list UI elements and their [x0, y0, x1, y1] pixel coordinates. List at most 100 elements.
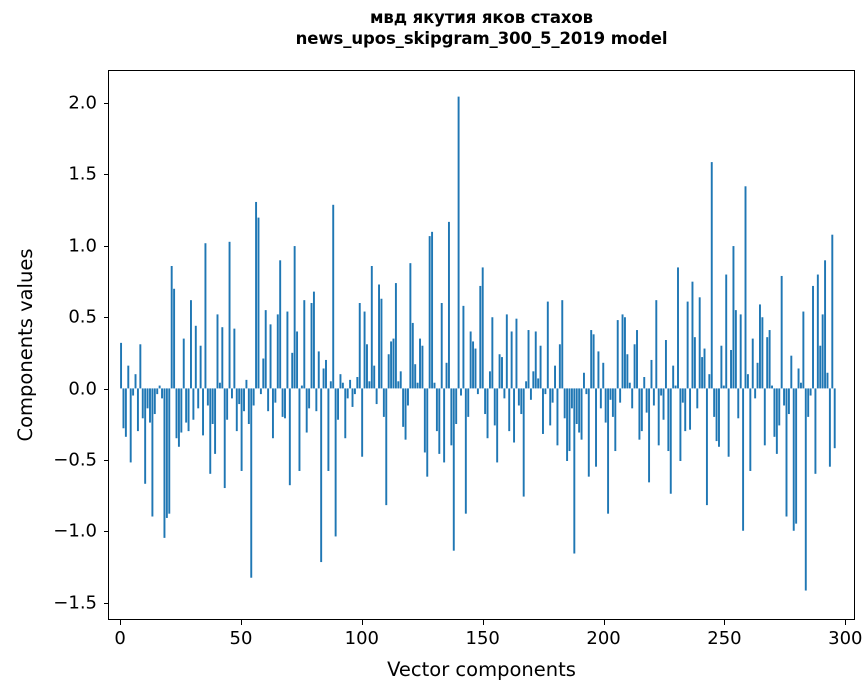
bar — [363, 311, 366, 389]
bar — [274, 388, 277, 403]
bar — [722, 385, 725, 389]
bar — [505, 314, 508, 389]
bar — [609, 388, 612, 400]
bar — [187, 388, 190, 432]
bar — [211, 388, 214, 424]
bar — [259, 388, 262, 395]
bar — [214, 388, 217, 454]
x-axis-tick-mark — [482, 620, 484, 625]
bar — [303, 300, 306, 389]
bar — [746, 374, 749, 389]
bar — [532, 371, 535, 389]
bar — [597, 351, 600, 389]
bar — [153, 388, 156, 415]
bar — [761, 317, 764, 389]
bar — [394, 283, 397, 389]
bar — [517, 388, 520, 406]
bar — [226, 388, 229, 420]
bar — [161, 388, 164, 399]
bar — [710, 162, 713, 389]
x-axis-tick-label: 0 — [114, 628, 126, 649]
bar — [132, 388, 135, 396]
bar — [308, 388, 311, 409]
bar — [595, 388, 597, 467]
bar — [812, 285, 814, 389]
y-axis-tick-label: −1.5 — [53, 592, 97, 614]
bar — [667, 388, 670, 452]
bar — [645, 388, 648, 413]
y-axis-tick-mark — [104, 245, 109, 247]
bar — [182, 338, 185, 389]
bar — [563, 388, 566, 419]
bar — [551, 388, 554, 403]
y-axis-tick-mark — [104, 388, 109, 390]
x-axis-tick-label: 100 — [344, 628, 380, 649]
bar — [681, 388, 684, 403]
bar — [602, 362, 605, 389]
bar — [469, 331, 472, 389]
bar — [578, 388, 581, 433]
bar — [742, 388, 745, 531]
bar — [250, 388, 253, 578]
bar — [464, 388, 467, 514]
bar — [619, 388, 622, 403]
bar — [170, 266, 173, 389]
bar — [763, 388, 766, 446]
bar — [790, 355, 793, 389]
bar — [501, 357, 503, 389]
bar — [701, 357, 704, 389]
bar — [732, 246, 735, 389]
bar — [264, 310, 267, 389]
bar — [599, 388, 602, 409]
bar — [734, 310, 737, 389]
bar — [438, 388, 441, 454]
bar — [749, 388, 752, 471]
bar — [652, 388, 655, 406]
bar — [828, 388, 831, 467]
bar — [655, 300, 658, 389]
bar — [337, 388, 340, 420]
bar — [271, 388, 274, 439]
bar — [433, 382, 436, 389]
y-axis-tick-label: 0.0 — [68, 378, 97, 400]
bar — [414, 364, 417, 389]
bar — [662, 388, 665, 420]
bar — [780, 275, 783, 389]
bar — [370, 266, 373, 389]
bar — [353, 388, 356, 395]
bar — [262, 358, 265, 389]
plot-area — [108, 70, 855, 620]
bar — [819, 345, 822, 389]
bar — [556, 388, 559, 446]
bar — [419, 338, 421, 389]
bar — [276, 314, 279, 389]
bar — [375, 388, 378, 405]
bar — [799, 382, 802, 389]
bar — [546, 301, 549, 389]
bar — [165, 388, 168, 518]
bar — [149, 388, 151, 423]
bar — [672, 365, 675, 389]
bar — [520, 388, 523, 415]
bar — [539, 345, 542, 389]
bar — [508, 388, 511, 432]
bar — [411, 322, 414, 389]
bar — [288, 388, 291, 486]
bar — [366, 344, 368, 389]
y-axis-tick-mark — [104, 460, 109, 461]
bar — [349, 379, 352, 389]
bar — [816, 274, 819, 389]
bar — [269, 324, 272, 389]
bar — [192, 388, 195, 420]
bar — [831, 234, 834, 389]
y-axis-tick-label: 2.0 — [68, 92, 97, 114]
bar — [549, 388, 552, 426]
bar — [325, 359, 327, 389]
bar — [175, 388, 178, 439]
x-axis-tick-label: 300 — [828, 628, 863, 649]
bar — [310, 303, 313, 389]
bar — [267, 388, 270, 412]
bar — [447, 221, 450, 389]
bar — [334, 388, 337, 537]
bar — [628, 382, 631, 389]
